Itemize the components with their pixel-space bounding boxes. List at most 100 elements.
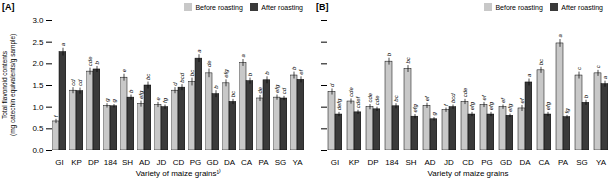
svg-text:CD: CD bbox=[462, 158, 474, 167]
svg-text:cd: cd bbox=[70, 79, 76, 86]
svg-text:CA: CA bbox=[538, 158, 550, 167]
svg-text:cdef: cdef bbox=[355, 96, 361, 109]
svg-text:ef: ef bbox=[519, 97, 525, 103]
svg-text:Variety of maize grains¹⁾: Variety of maize grains¹⁾ bbox=[136, 168, 221, 178]
svg-text:efg: efg bbox=[545, 101, 551, 110]
svg-text:fg: fg bbox=[564, 108, 570, 114]
svg-text:de: de bbox=[257, 86, 263, 93]
svg-text:SG: SG bbox=[576, 158, 588, 167]
svg-text:CA: CA bbox=[241, 158, 253, 167]
svg-text:ef: ef bbox=[500, 97, 506, 103]
svg-text:KP: KP bbox=[349, 158, 360, 167]
svg-text:DP: DP bbox=[88, 158, 99, 167]
svg-text:g: g bbox=[111, 99, 117, 103]
svg-text:0.5: 0.5 bbox=[32, 124, 44, 133]
svg-text:cde: cde bbox=[374, 95, 380, 105]
svg-text:YA: YA bbox=[292, 158, 303, 167]
svg-text:f: f bbox=[53, 114, 59, 117]
svg-text:efg: efg bbox=[507, 103, 513, 112]
svg-text:c: c bbox=[595, 65, 601, 68]
svg-text:b: b bbox=[128, 89, 134, 93]
svg-text:bc: bc bbox=[145, 74, 151, 80]
svg-text:defg: defg bbox=[336, 98, 342, 110]
svg-text:c: c bbox=[576, 67, 582, 70]
svg-text:efg: efg bbox=[469, 101, 475, 110]
svg-text:bcd: bcd bbox=[179, 72, 185, 82]
svg-text:a: a bbox=[557, 34, 563, 38]
svg-text:b: b bbox=[264, 71, 270, 75]
svg-text:JD: JD bbox=[157, 158, 167, 167]
svg-text:fg: fg bbox=[162, 97, 168, 103]
svg-text:de: de bbox=[206, 60, 212, 67]
svg-text:ef: ef bbox=[481, 94, 487, 100]
svg-text:KP: KP bbox=[71, 158, 82, 167]
svg-text:bc: bc bbox=[538, 59, 544, 65]
svg-text:bc: bc bbox=[405, 57, 411, 63]
svg-text:a: a bbox=[196, 49, 202, 53]
svg-text:efg: efg bbox=[274, 84, 280, 93]
svg-text:2.0: 2.0 bbox=[32, 59, 44, 68]
svg-text:DA: DA bbox=[519, 158, 531, 167]
svg-text:3.0: 3.0 bbox=[32, 16, 44, 25]
svg-text:a: a bbox=[240, 54, 246, 58]
svg-text:efg: efg bbox=[488, 101, 494, 110]
svg-text:SG: SG bbox=[275, 158, 287, 167]
svg-text:cde: cde bbox=[462, 87, 468, 97]
svg-text:efg: efg bbox=[223, 69, 229, 78]
svg-text:184: 184 bbox=[385, 158, 399, 167]
svg-text:b: b bbox=[247, 72, 253, 76]
svg-text:f: f bbox=[443, 103, 449, 106]
svg-text:bc: bc bbox=[230, 91, 236, 97]
svg-text:GD: GD bbox=[207, 158, 219, 167]
svg-text:CD: CD bbox=[173, 158, 185, 167]
svg-text:b: b bbox=[291, 66, 297, 70]
svg-text:b: b bbox=[386, 52, 392, 56]
svg-text:JD: JD bbox=[444, 158, 454, 167]
svg-text:bc: bc bbox=[189, 70, 195, 76]
html-text:Total flavonoid contents (mg c: Total flavonoid contents (mg catechin eq… bbox=[1, 33, 16, 137]
svg-text:e: e bbox=[121, 68, 127, 72]
svg-text:SH: SH bbox=[122, 158, 133, 167]
svg-text:PG: PG bbox=[481, 158, 493, 167]
svg-text:cde: cde bbox=[348, 87, 354, 97]
svg-text:Variety of maize grains: Variety of maize grains bbox=[428, 169, 509, 178]
svg-text:a: a bbox=[526, 73, 532, 77]
svg-text:SH: SH bbox=[405, 158, 416, 167]
svg-text:a: a bbox=[60, 42, 66, 46]
svg-text:cde: cde bbox=[87, 56, 93, 66]
svg-text:b: b bbox=[213, 85, 219, 89]
svg-text:b: b bbox=[583, 94, 589, 98]
svg-text:1.5: 1.5 bbox=[32, 81, 44, 90]
svg-text:g: g bbox=[104, 98, 110, 102]
svg-text:e: e bbox=[155, 96, 161, 100]
svg-text:b: b bbox=[94, 60, 100, 64]
svg-text:bc: bc bbox=[393, 95, 399, 101]
svg-text:PA: PA bbox=[258, 158, 269, 167]
svg-text:ef: ef bbox=[424, 95, 430, 101]
svg-text:AD: AD bbox=[424, 158, 435, 167]
svg-text:cd: cd bbox=[77, 79, 83, 86]
svg-text:a: a bbox=[602, 75, 608, 79]
svg-text:cde: cde bbox=[367, 92, 373, 102]
svg-text:1.0: 1.0 bbox=[32, 103, 44, 112]
svg-text:bcd: bcd bbox=[450, 93, 456, 103]
svg-text:efg: efg bbox=[138, 90, 144, 99]
svg-text:184: 184 bbox=[104, 158, 118, 167]
svg-text:d: d bbox=[172, 82, 178, 86]
svg-text:0.0: 0.0 bbox=[32, 146, 44, 155]
svg-text:DA: DA bbox=[224, 158, 236, 167]
svg-text:PG: PG bbox=[190, 158, 202, 167]
svg-text:d: d bbox=[329, 83, 335, 87]
svg-text:PA: PA bbox=[558, 158, 569, 167]
svg-text:2.5: 2.5 bbox=[32, 38, 44, 47]
svg-text:ef: ef bbox=[298, 68, 304, 74]
svg-text:AD: AD bbox=[139, 158, 150, 167]
svg-text:YA: YA bbox=[596, 158, 607, 167]
svg-text:GI: GI bbox=[331, 158, 339, 167]
svg-text:cd: cd bbox=[281, 87, 287, 94]
svg-text:efg: efg bbox=[412, 104, 418, 113]
svg-text:GD: GD bbox=[500, 158, 512, 167]
svg-text:g: g bbox=[431, 112, 437, 116]
svg-text:DP: DP bbox=[367, 158, 378, 167]
svg-text:GI: GI bbox=[55, 158, 63, 167]
